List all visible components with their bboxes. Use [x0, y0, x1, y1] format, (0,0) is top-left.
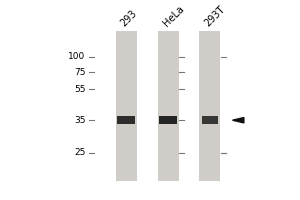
Bar: [116, 31, 136, 181]
Text: 35: 35: [74, 116, 85, 125]
Bar: [117, 116, 135, 124]
Text: 100: 100: [68, 52, 86, 61]
Bar: [159, 116, 177, 124]
Polygon shape: [232, 118, 244, 123]
Text: 293T: 293T: [203, 5, 227, 29]
Bar: [200, 31, 220, 181]
Bar: [158, 31, 178, 181]
Bar: [202, 116, 218, 124]
Text: 55: 55: [74, 85, 85, 94]
Text: 293: 293: [119, 9, 139, 29]
Text: 25: 25: [74, 148, 85, 157]
Text: HeLa: HeLa: [161, 4, 186, 29]
Text: 75: 75: [74, 68, 85, 77]
